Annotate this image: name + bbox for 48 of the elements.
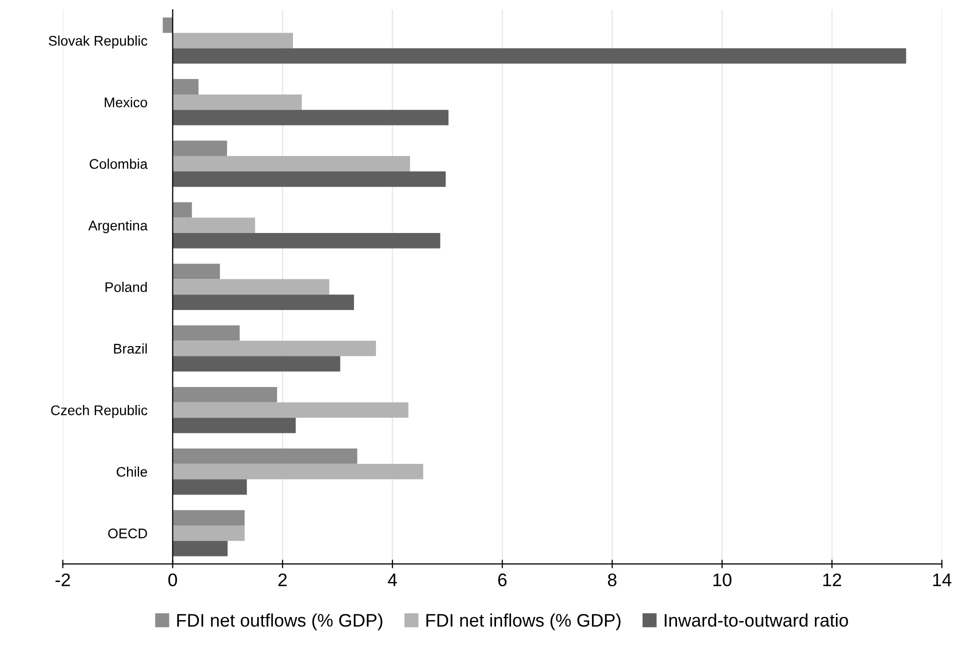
bar — [172, 233, 440, 248]
y-tick-label: Chile — [116, 466, 148, 477]
bar — [172, 79, 198, 94]
bar — [172, 510, 245, 526]
y-tick-label: Mexico — [104, 97, 148, 108]
x-tick-label: 0 — [168, 573, 177, 586]
y-tick-label: Colombia — [90, 158, 148, 169]
bar — [172, 464, 424, 480]
bar — [172, 356, 340, 372]
bar — [172, 540, 228, 556]
bar — [172, 386, 278, 402]
bar — [162, 17, 173, 33]
y-tick-label: Poland — [106, 282, 147, 292]
bar — [172, 448, 358, 464]
x-tick-label: 14 — [933, 574, 952, 586]
bar — [172, 525, 245, 541]
x-tick-label: 8 — [608, 573, 616, 586]
bar — [172, 140, 228, 156]
bar — [172, 279, 330, 295]
bar — [172, 264, 220, 280]
y-tick-label: Slovak Republic — [48, 36, 148, 48]
legend-label: Inward-to-outward ratio — [664, 613, 848, 627]
bar — [172, 294, 354, 310]
x-tick-label: -2 — [56, 573, 70, 586]
bar — [172, 94, 302, 110]
y-tick-label: OECD — [108, 528, 148, 538]
bar — [172, 340, 376, 356]
bar — [172, 171, 446, 187]
x-tick-label: 2 — [278, 573, 287, 586]
bar — [172, 402, 408, 418]
bar — [172, 48, 906, 64]
y-tick-label: Brazil — [114, 343, 147, 354]
legend-label: FDI net inflows (% GDP) — [426, 613, 620, 630]
x-tick-label: 10 — [713, 573, 732, 586]
x-tick-label: 4 — [388, 574, 397, 586]
legend-label: FDI net outflows (% GDP) — [177, 613, 382, 630]
y-tick-label: Czech Republic — [51, 405, 148, 418]
bar — [172, 110, 448, 126]
bar — [172, 156, 410, 172]
bar — [172, 202, 192, 218]
bar — [172, 325, 240, 341]
bar — [172, 32, 293, 48]
bar — [172, 479, 247, 495]
bar — [172, 218, 256, 233]
bar — [172, 418, 296, 434]
y-tick-label: Argentina — [88, 220, 148, 234]
x-tick-label: 12 — [823, 573, 842, 586]
x-tick-label: 6 — [498, 573, 507, 586]
